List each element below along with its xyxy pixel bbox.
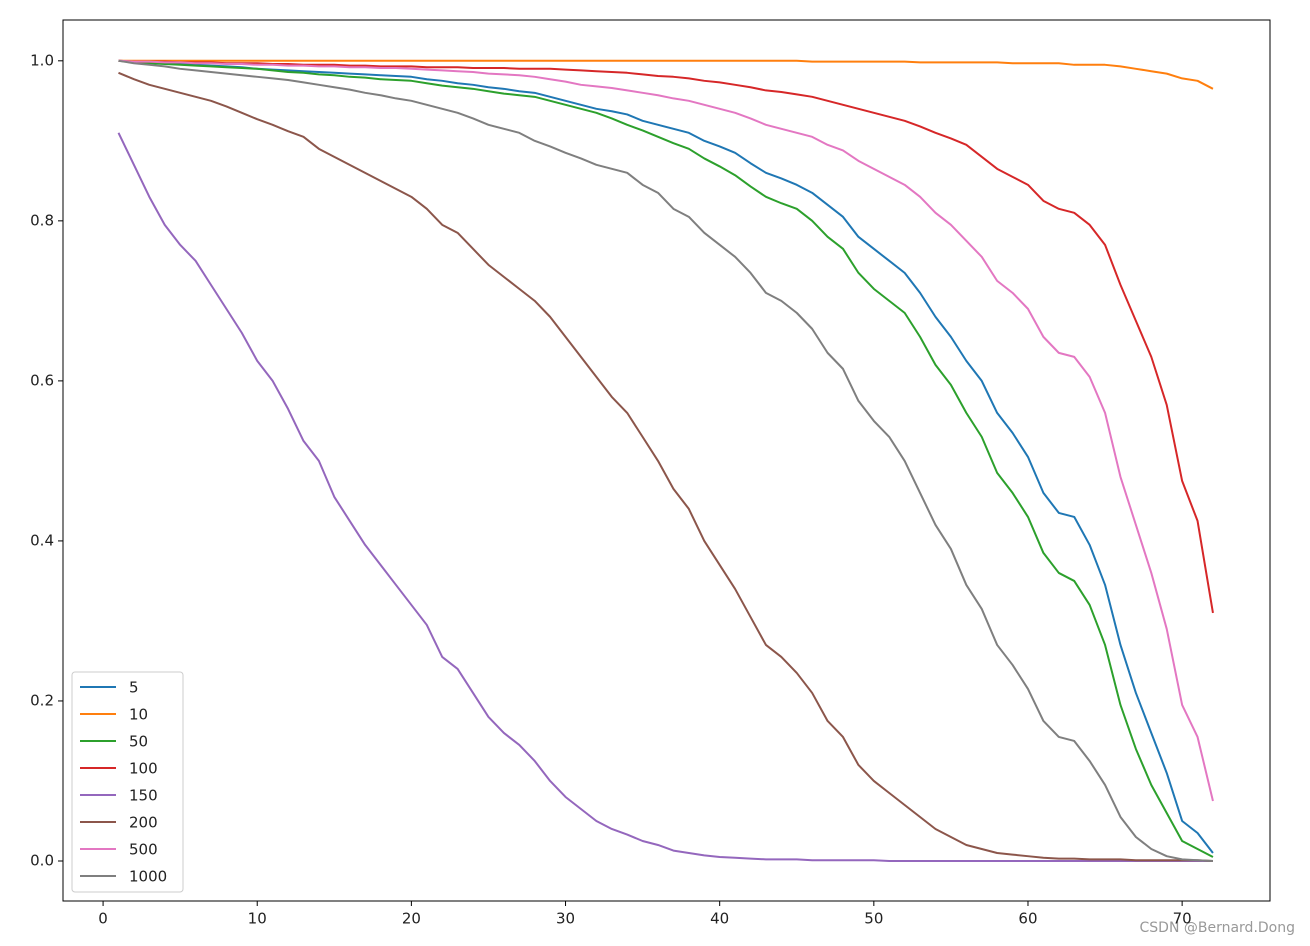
x-tick-label: 70 bbox=[1173, 910, 1192, 928]
x-tick-label: 50 bbox=[864, 910, 883, 928]
series-line bbox=[118, 71, 1214, 862]
y-tick-label: 0.0 bbox=[30, 851, 54, 869]
series-line bbox=[118, 59, 1214, 802]
y-tick-label: 0.8 bbox=[30, 211, 54, 229]
legend-label: 100 bbox=[129, 760, 158, 778]
legend-label: 5 bbox=[129, 679, 139, 697]
x-tick-label: 20 bbox=[402, 910, 421, 928]
y-tick-label: 1.0 bbox=[30, 51, 54, 69]
x-tick-label: 40 bbox=[710, 910, 729, 928]
x-tick-label: 0 bbox=[98, 910, 108, 928]
y-tick-label: 0.6 bbox=[30, 371, 54, 389]
legend-label: 50 bbox=[129, 733, 148, 751]
legend-label: 200 bbox=[129, 814, 158, 832]
y-tick-label: 0.4 bbox=[30, 531, 54, 549]
x-tick-label: 60 bbox=[1018, 910, 1037, 928]
series-line bbox=[118, 59, 1214, 862]
series-line bbox=[118, 59, 1214, 90]
legend-label: 500 bbox=[129, 841, 158, 859]
watermark: CSDN @Bernard.Dong bbox=[1140, 920, 1296, 936]
y-tick-label: 0.2 bbox=[30, 691, 54, 709]
axes-frame bbox=[62, 19, 1271, 902]
x-tick-label: 30 bbox=[556, 910, 575, 928]
series-line bbox=[118, 59, 1214, 858]
x-tick-label: 10 bbox=[248, 910, 267, 928]
series-line bbox=[117, 132, 1213, 862]
series-line bbox=[118, 59, 1214, 854]
legend-label: 10 bbox=[129, 706, 148, 724]
legend-label: 1000 bbox=[129, 868, 167, 886]
legend-box bbox=[71, 671, 184, 893]
legend-label: 150 bbox=[129, 787, 158, 805]
